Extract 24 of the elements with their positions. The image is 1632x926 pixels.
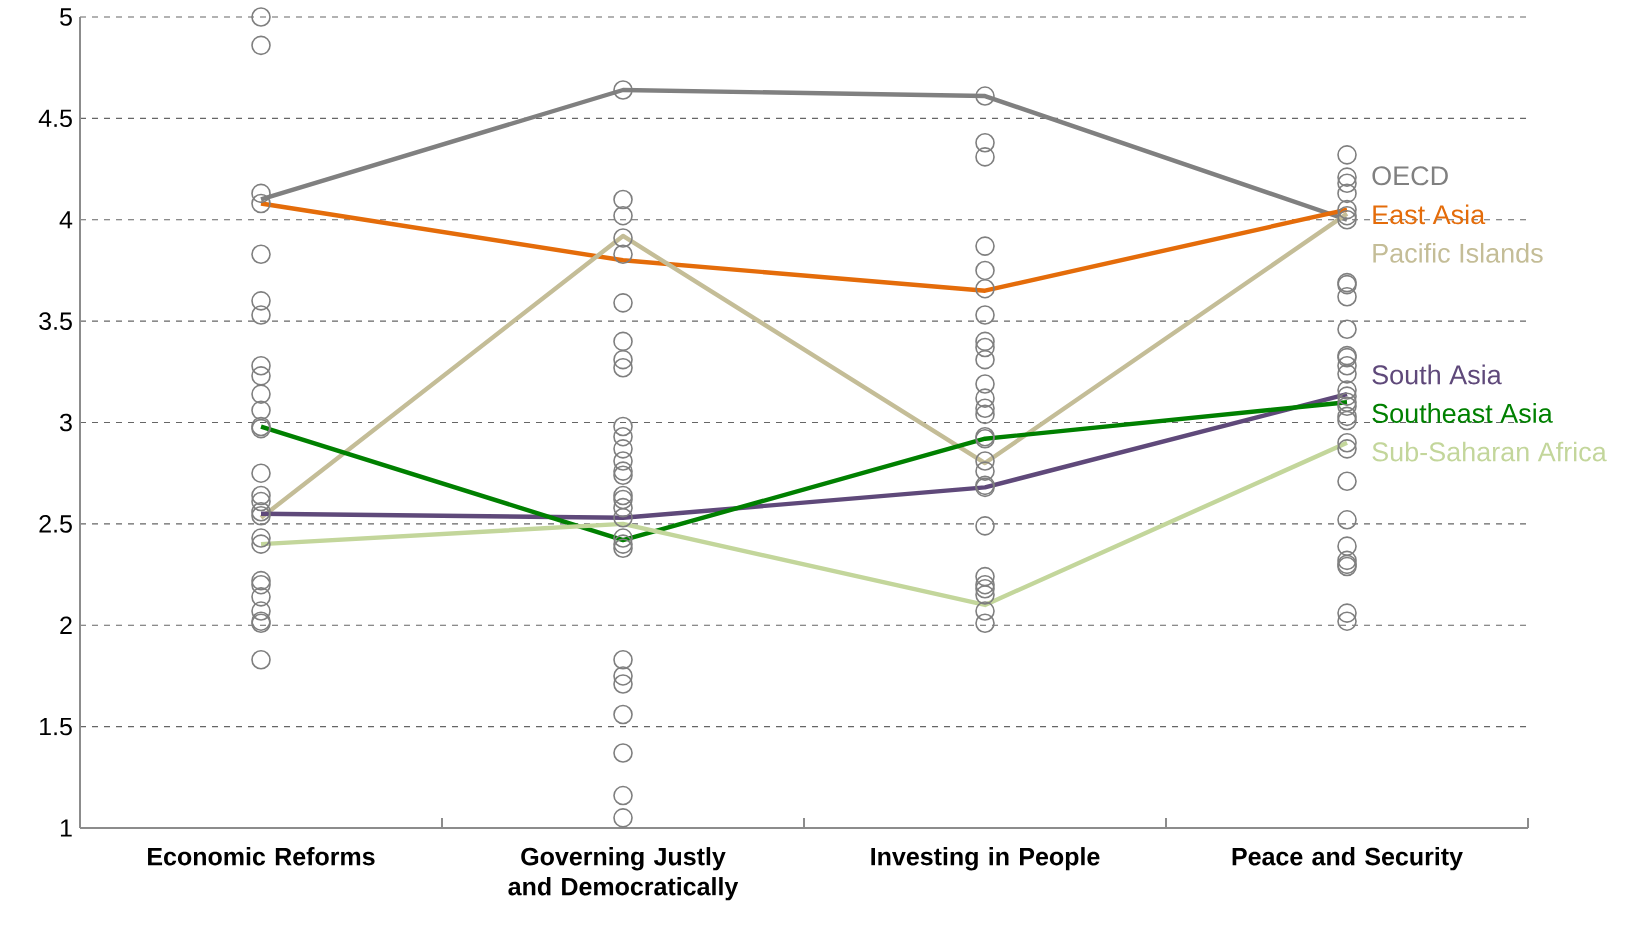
line-series: [258, 211, 1350, 520]
x-tick-label: Economic Reforms: [148, 847, 375, 866]
series-label: Southeast Asia: [1372, 403, 1553, 423]
y-tick-label: 4: [59, 211, 73, 229]
line-series: [258, 440, 1350, 608]
y-tick-label: 2: [60, 616, 72, 634]
y-tick-label: 3.5: [39, 312, 72, 330]
y-tick-label: 1.5: [40, 717, 72, 736]
y-tick-label: 3: [59, 413, 72, 432]
x-tick-label: Investing in People: [871, 847, 1100, 871]
series-label: Pacific Islands: [1373, 242, 1543, 263]
series-label: East Asia: [1373, 204, 1486, 225]
y-tick-label: 1: [60, 819, 72, 837]
series-label: South Asia: [1372, 364, 1502, 385]
line-series: [258, 201, 1350, 293]
y-tick-label: 5: [60, 8, 72, 26]
y-tick-label: 2.5: [39, 515, 72, 533]
series-label: Sub-Saharan Africa: [1372, 441, 1607, 462]
series-label: OECD: [1372, 166, 1448, 186]
y-tick-label: 4.5: [38, 109, 72, 128]
x-tick-label: Governing Justly and Democratically: [508, 847, 739, 901]
line-series: [258, 391, 1350, 520]
x-tick-label: Peace and Security: [1232, 847, 1463, 871]
line-series: [258, 400, 1350, 543]
